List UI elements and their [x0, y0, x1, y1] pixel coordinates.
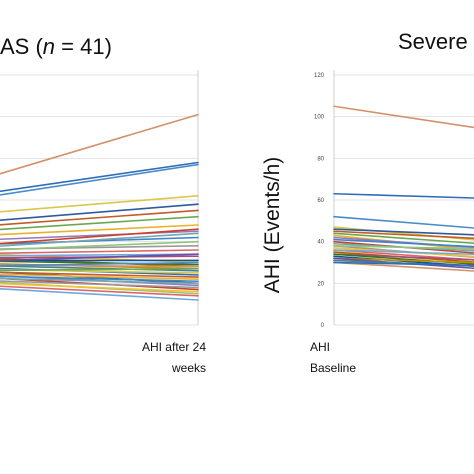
left-panel: AS (n = 41) AHI after 24 weeks — [0, 34, 206, 375]
left-xcat-right-line2: weeks — [171, 361, 206, 375]
left-series-line-40 — [0, 285, 199, 297]
right-y-axis-label: AHI (Events/h) — [261, 157, 284, 294]
left-series-line-34 — [0, 275, 199, 283]
left-series-line-28 — [0, 268, 199, 274]
left-series-line-11 — [0, 228, 199, 245]
left-series-lines — [0, 113, 199, 301]
right-series-line-15 — [333, 247, 474, 258]
right-series-line-8 — [333, 234, 474, 251]
right-series-line-26 — [333, 261, 474, 267]
right-series-line-10 — [333, 238, 474, 248]
y-tick-label: 40 — [317, 240, 324, 246]
right-series-line-6 — [333, 230, 474, 240]
right-series-line-16 — [333, 249, 474, 261]
left-xcat-right-line1: AHI after 24 — [142, 340, 206, 354]
right-xcat-left-line2: Baseline — [310, 361, 356, 375]
left-series-line-17 — [0, 253, 199, 257]
y-tick-label: 60 — [317, 198, 324, 204]
right-y-tick-labels: 0 20 40 60 80 100 120 — [314, 73, 325, 329]
left-series-line-3 — [0, 163, 199, 196]
left-series-line-5 — [0, 203, 199, 221]
right-series-line-2 — [333, 192, 474, 199]
y-tick-label: 100 — [314, 115, 325, 121]
right-series-line-22 — [333, 257, 474, 264]
right-series-line-3 — [333, 215, 474, 229]
left-series-line-6 — [0, 209, 199, 226]
left-series-line-31 — [0, 267, 199, 272]
right-panel: Severe AHI (Events/h) 0 20 40 60 80 100 120 AH… — [261, 29, 474, 375]
left-series-line-19 — [0, 255, 199, 259]
left-series-line-7 — [0, 215, 199, 231]
left-series-line-30 — [0, 271, 199, 278]
left-series-line-12 — [0, 232, 199, 247]
left-panel-title: AS (n = 41) — [0, 34, 112, 59]
y-tick-label: 0 — [321, 323, 325, 329]
right-gridlines — [334, 74, 474, 326]
left-series-line-18 — [0, 257, 199, 268]
left-series-line-23 — [0, 253, 199, 262]
right-series-line-14 — [333, 245, 474, 250]
right-series-line-1 — [333, 105, 474, 129]
left-series-line-25 — [0, 264, 199, 268]
left-series-line-33 — [0, 275, 199, 287]
right-xcat-left-line1: AHI — [310, 340, 330, 354]
left-series-line-37 — [0, 280, 199, 289]
left-series-line-39 — [0, 282, 199, 293]
right-series-line-12 — [333, 242, 474, 252]
left-series-line-36 — [0, 277, 199, 285]
right-series-line-7 — [333, 232, 474, 245]
left-series-line-35 — [0, 277, 199, 291]
right-panel-title: Severe — [398, 29, 468, 54]
right-series-line-11 — [333, 240, 474, 254]
y-tick-label: 20 — [317, 281, 324, 287]
y-tick-label: 120 — [314, 73, 325, 79]
left-series-line-27 — [0, 261, 199, 267]
left-series-line-1 — [0, 113, 199, 175]
left-series-line-2 — [0, 161, 199, 193]
right-series-line-19 — [333, 253, 474, 261]
left-series-line-14 — [0, 240, 199, 251]
right-series-line-23 — [333, 257, 474, 270]
right-series-line-18 — [333, 251, 474, 263]
left-series-line-8 — [0, 224, 199, 236]
left-series-line-32 — [0, 273, 199, 280]
left-series-line-16 — [0, 249, 199, 254]
right-series-line-25 — [333, 261, 474, 272]
left-series-line-4 — [0, 195, 199, 213]
left-series-line-13 — [0, 245, 199, 250]
right-series-line-17 — [333, 249, 474, 256]
right-series-lines — [333, 105, 474, 272]
right-series-line-5 — [333, 228, 474, 236]
y-tick-label: 80 — [317, 156, 324, 162]
left-series-line-41 — [0, 288, 199, 301]
